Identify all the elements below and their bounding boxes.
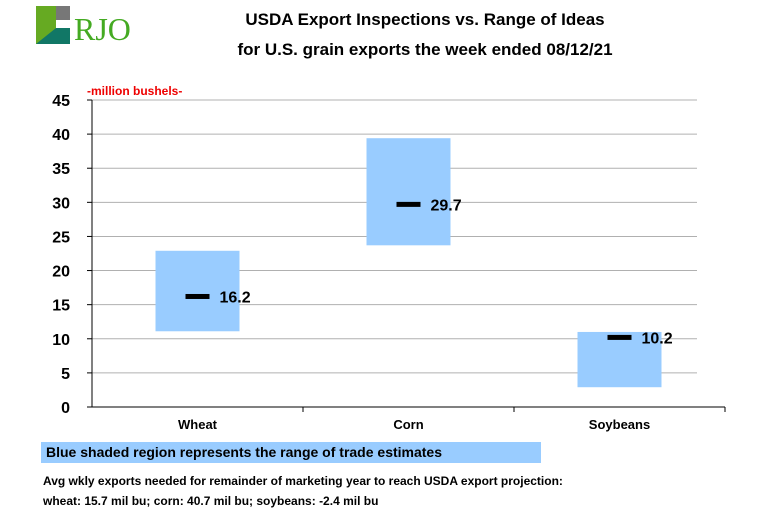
y-tick-label: 30 (52, 195, 70, 212)
x-tick-label: Soybeans (589, 417, 650, 432)
unit-label: -million bushels- (87, 84, 183, 98)
actual-label-wheat: 16.2 (220, 289, 251, 306)
chart-plot: 0 5 10 15 20 25 30 35 40 45 16.2 Wheat 29.7 Corn 10.2 S… (52, 93, 726, 432)
y-tick-label: 5 (61, 366, 70, 383)
range-bar-corn (366, 138, 451, 246)
actual-label-corn: 29.7 (431, 197, 462, 214)
y-tick-label: 35 (52, 161, 70, 178)
note-line-2: wheat: 15.7 mil bu; corn: 40.7 mil bu; s… (43, 494, 379, 508)
legend-range: Blue shaded region represents the range … (41, 442, 541, 463)
y-tick-label: 20 (52, 264, 70, 281)
actual-label-soybeans: 10.2 (642, 330, 673, 347)
actual-marker-soybeans (607, 334, 632, 340)
range-bar-soybeans (577, 331, 662, 388)
y-tick-label: 10 (52, 332, 70, 349)
svg-text:RJO: RJO (74, 11, 131, 47)
note-line-1: Avg wkly exports needed for remainder of… (43, 474, 563, 488)
y-tick-label: 25 (52, 229, 70, 246)
chart-title-line1: USDA Export Inspections vs. Range of Ide… (245, 10, 605, 29)
x-tick-label: Corn (393, 417, 423, 432)
y-tick-label: 15 (52, 298, 70, 315)
range-bar-wheat (155, 250, 240, 332)
rjo-logo: RJO (36, 4, 136, 53)
y-tick-label: 45 (52, 93, 70, 110)
actual-marker-wheat (185, 293, 210, 299)
x-tick-label: Wheat (178, 417, 218, 432)
actual-marker-corn (396, 201, 421, 207)
y-tick-label: 40 (52, 127, 70, 144)
chart-title-line2: for U.S. grain exports the week ended 08… (237, 40, 613, 59)
y-tick-label: 0 (61, 400, 70, 417)
